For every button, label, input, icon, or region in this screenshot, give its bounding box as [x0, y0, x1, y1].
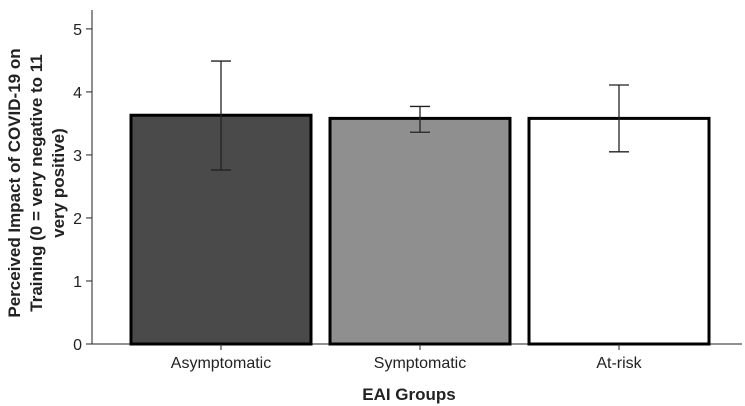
y-tick-label: 5 — [73, 22, 82, 39]
error-bars — [211, 60, 629, 171]
y-axis-ticks: 0 1 2 3 4 5 — [73, 22, 92, 354]
y-tick-label: 2 — [73, 211, 82, 228]
y-axis-title-line: Training (0 = very negative to 11 — [27, 54, 46, 311]
x-axis-ticks: Asymptomatic Symptomatic At-risk — [171, 344, 643, 372]
bars — [129, 113, 711, 346]
y-tick-label: 4 — [73, 85, 82, 102]
y-axis-title-line: Perceived Impact of COVID-19 on — [5, 48, 24, 317]
x-axis-title: EAI Groups — [362, 385, 456, 404]
x-tick-label: Symptomatic — [374, 355, 466, 372]
y-tick-label: 0 — [73, 337, 82, 354]
y-axis-title-line: very positive) — [49, 128, 68, 238]
y-axis-title: Perceived Impact of COVID-19 on Training … — [5, 48, 68, 317]
x-tick-label: Asymptomatic — [171, 355, 271, 372]
y-tick-label: 1 — [73, 274, 82, 291]
x-tick-label: At-risk — [596, 355, 642, 372]
bar-symptomatic — [328, 116, 512, 346]
y-tick-label: 3 — [73, 148, 82, 165]
bar-at-risk — [527, 116, 711, 346]
